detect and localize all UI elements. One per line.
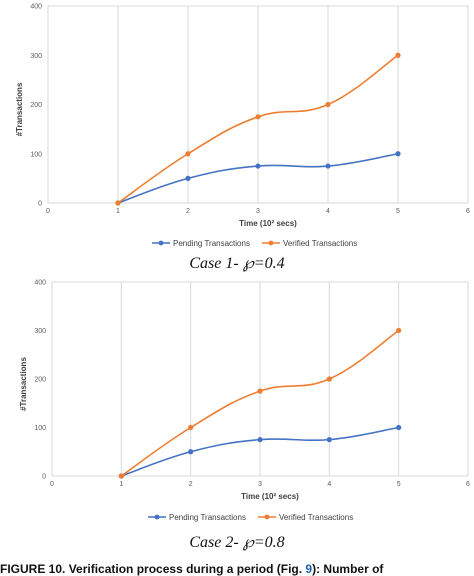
chart-case-2: 0 1 2 3 4 5 6 0 100 200 300 400 Time (10² secs) #Tran… xyxy=(19,280,470,523)
case1-data-point-1 xyxy=(115,200,121,206)
caption-case-2: Case 2- ℘=0.8 xyxy=(189,534,285,551)
case2-x-axis-title: Time (10² secs) xyxy=(241,492,299,501)
case2-data-point-0 xyxy=(188,449,194,455)
case2-data-point-1 xyxy=(188,424,194,431)
case1-data-point-0 xyxy=(185,175,191,181)
case2-data-point-0 xyxy=(326,437,332,443)
case2-y-tick-label: 100 xyxy=(34,425,46,432)
case2-x-tick-label: 4 xyxy=(327,481,331,488)
case2-legend-label-0: Pending Transactions xyxy=(169,513,246,522)
case1-y-tick-label: 100 xyxy=(30,151,42,158)
case2-y-tick-label: 200 xyxy=(34,377,46,384)
figure-caption: FIGURE 10. Verification process during a… xyxy=(0,562,474,576)
case1-data-point-1 xyxy=(185,151,191,157)
case1-y-tick-label: 300 xyxy=(30,53,42,60)
figure-caption-text-before: Verification process during a period (Fi… xyxy=(65,562,306,576)
case2-data-point-1 xyxy=(118,473,124,479)
case1-x-tick-label: 4 xyxy=(326,208,330,215)
case2-x-tick-label: 1 xyxy=(119,481,123,488)
case2-x-tick-label: 0 xyxy=(50,481,54,488)
case2-data-point-0 xyxy=(396,424,402,431)
case1-x-axis-title: Time (10² secs) xyxy=(239,219,297,228)
case1-data-point-0 xyxy=(255,163,261,169)
case2-y-tick-label: 0 xyxy=(42,474,46,481)
case1-y-tick-label: 400 xyxy=(30,4,42,11)
case1-data-point-1 xyxy=(325,101,331,108)
case1-y-axis-title: #Transactions xyxy=(15,82,24,136)
case1-data-point-1 xyxy=(255,114,261,120)
case1-y-tick-label: 0 xyxy=(38,201,42,208)
case2-y-axis-title: #Transactions xyxy=(19,357,28,411)
case2-y-tick-label: 300 xyxy=(34,328,46,335)
case2-data-point-1 xyxy=(396,327,402,334)
case2-x-tick-label: 5 xyxy=(397,481,401,488)
case2-legend-label-1: Verified Transactions xyxy=(279,513,353,522)
case1-legend-marker-0 xyxy=(158,240,164,246)
case1-y-tick-label: 200 xyxy=(30,102,42,109)
case2-legend-marker-1 xyxy=(264,514,270,520)
caption-case-1: Case 1- ℘=0.4 xyxy=(189,255,285,272)
case1-x-tick-label: 6 xyxy=(466,208,470,215)
figure-label: FIGURE 10. xyxy=(0,562,66,576)
case1-legend-marker-1 xyxy=(268,240,274,246)
case2-x-tick-label: 6 xyxy=(466,481,470,488)
case1-x-tick-label: 3 xyxy=(256,208,260,215)
case2-legend-marker-0 xyxy=(154,514,160,520)
case1-data-point-0 xyxy=(395,151,401,157)
case2-y-tick-label: 400 xyxy=(34,280,46,287)
case1-data-point-1 xyxy=(395,52,401,58)
case2-data-point-1 xyxy=(257,388,263,394)
case1-data-point-0 xyxy=(325,163,331,169)
case1-x-tick-label: 2 xyxy=(186,208,190,215)
case2-data-point-0 xyxy=(257,437,263,443)
case1-legend-label-0: Pending Transactions xyxy=(173,239,250,248)
case1-x-tick-label: 0 xyxy=(46,208,50,215)
case1-x-tick-label: 1 xyxy=(116,208,120,215)
case2-x-tick-label: 3 xyxy=(258,481,262,488)
chart-case-1: 0 1 2 3 4 5 6 0 100 200 300 400 Time (10² secs) #Tran… xyxy=(15,4,470,249)
case1-x-tick-label: 5 xyxy=(396,208,400,215)
case2-data-point-1 xyxy=(326,376,332,382)
case1-legend-label-1: Verified Transactions xyxy=(283,239,357,248)
figure-caption-text-after: ): Number of xyxy=(312,562,384,576)
figure-reference-link[interactable]: 9 xyxy=(305,562,313,576)
case2-x-tick-label: 2 xyxy=(189,481,193,488)
